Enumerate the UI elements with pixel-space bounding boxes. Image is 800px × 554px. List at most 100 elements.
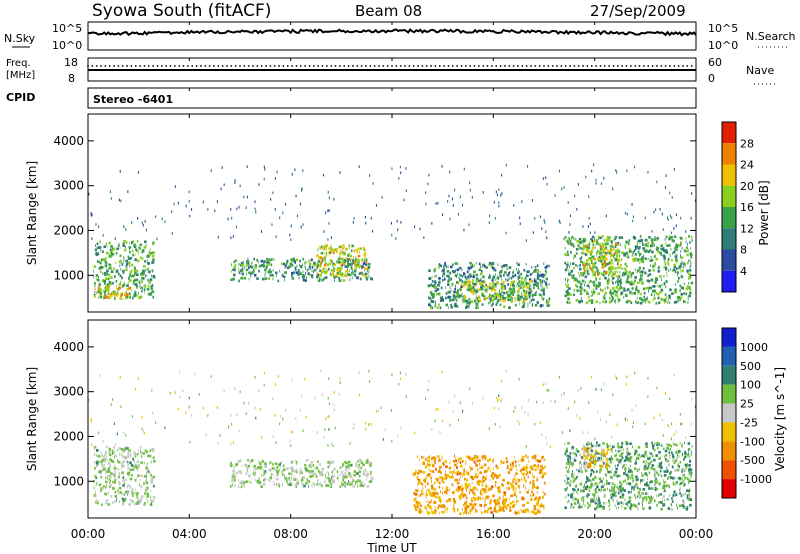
scatter-cell — [563, 237, 565, 241]
scatter-cell — [667, 218, 669, 222]
scatter-cell — [464, 275, 467, 279]
scatter-cell — [122, 455, 125, 459]
scatter-cell — [656, 494, 658, 498]
scatter-cell — [635, 286, 637, 290]
scatter-cell — [357, 258, 360, 262]
scatter-cell — [133, 503, 135, 506]
scatter-cell — [250, 481, 252, 485]
scatter-cell — [288, 472, 291, 476]
scatter-cell — [477, 473, 479, 476]
scatter-cell — [272, 277, 274, 281]
scatter-cell — [361, 258, 364, 262]
scatter-cell — [603, 248, 606, 251]
scatter-cell — [665, 296, 668, 299]
scatter-cell — [336, 470, 339, 474]
scatter-cell — [489, 499, 492, 502]
scatter-cell — [146, 255, 149, 258]
scatter-cell — [568, 231, 570, 234]
scatter-cell — [525, 299, 527, 302]
scatter-cell — [563, 186, 565, 189]
scatter-cell — [630, 273, 633, 277]
scatter-cell — [336, 269, 340, 272]
scatter-cell — [464, 482, 467, 486]
scatter-cell — [282, 464, 285, 468]
nave-dot — [234, 65, 237, 67]
scatter-cell — [425, 496, 427, 499]
scatter-cell — [528, 295, 531, 299]
scatter-cell — [438, 277, 441, 280]
scatter-cell — [673, 263, 677, 267]
scatter-cell — [521, 455, 525, 459]
scatter-cell — [133, 459, 135, 463]
scatter-cell — [490, 478, 492, 482]
scatter-cell — [598, 459, 602, 462]
scatter-cell — [656, 237, 659, 240]
scatter-cell — [328, 196, 330, 200]
scatter-cell — [547, 300, 550, 304]
scatter-cell — [363, 252, 367, 256]
power-ylabel: Slant Range [km] — [25, 161, 39, 265]
scatter-cell — [566, 250, 569, 254]
scatter-cell — [503, 274, 505, 277]
scatter-cell — [109, 263, 112, 267]
scatter-cell — [592, 293, 593, 297]
scatter-cell — [592, 273, 595, 277]
scatter-cell — [257, 481, 259, 485]
nave-dot — [369, 65, 372, 67]
scatter-cell — [517, 277, 520, 280]
scatter-cell — [534, 456, 537, 460]
scatter-cell — [487, 459, 489, 462]
nave-dot — [656, 65, 658, 67]
scatter-cell — [689, 288, 692, 292]
scatter-cell — [645, 498, 648, 502]
scatter-cell — [95, 461, 99, 465]
scatter-cell — [98, 225, 100, 229]
scatter-cell — [689, 259, 691, 262]
scatter-cell — [543, 481, 546, 485]
scatter-cell — [621, 264, 623, 267]
scatter-cell — [230, 208, 232, 211]
scatter-cell — [658, 265, 660, 269]
scatter-cell — [420, 504, 422, 508]
scatter-cell — [137, 217, 139, 220]
scatter-cell — [342, 244, 345, 247]
scatter-cell — [573, 457, 576, 460]
scatter-cell — [110, 276, 113, 279]
scatter-cell — [530, 494, 531, 498]
scatter-cell — [102, 468, 105, 471]
scatter-cell — [535, 458, 538, 462]
scatter-cell — [449, 296, 451, 300]
scatter-cell — [298, 276, 300, 280]
scatter-cell — [96, 291, 98, 295]
scatter-cell — [147, 454, 149, 458]
freq-tick-bottom: 8 — [68, 72, 75, 85]
scatter-cell — [652, 496, 655, 500]
scatter-cell — [433, 459, 436, 463]
scatter-cell — [611, 455, 612, 459]
scatter-cell — [281, 469, 285, 473]
scatter-cell — [363, 248, 365, 251]
scatter-cell — [679, 492, 681, 495]
scatter-cell — [294, 470, 296, 473]
scatter-cell — [462, 284, 465, 288]
scatter-cell — [143, 265, 146, 268]
scatter-cell — [648, 300, 651, 304]
scatter-cell — [488, 458, 492, 462]
scatter-cell — [650, 293, 653, 297]
scatter-cell — [513, 493, 516, 497]
scatter-cell — [509, 506, 512, 509]
scatter-cell — [458, 472, 461, 475]
scatter-cell — [426, 490, 428, 493]
scatter-cell — [584, 275, 588, 279]
scatter-cell — [648, 451, 650, 455]
scatter-cell — [122, 497, 124, 501]
scatter-cell — [501, 509, 503, 512]
scatter-cell — [642, 460, 646, 464]
scatter-cell — [353, 470, 357, 473]
scatter-cell — [606, 286, 608, 289]
scatter-cell — [421, 489, 423, 493]
scatter-cell — [466, 486, 469, 489]
scatter-cell — [129, 264, 130, 268]
scatter-cell — [685, 237, 687, 240]
scatter-cell — [465, 299, 469, 303]
